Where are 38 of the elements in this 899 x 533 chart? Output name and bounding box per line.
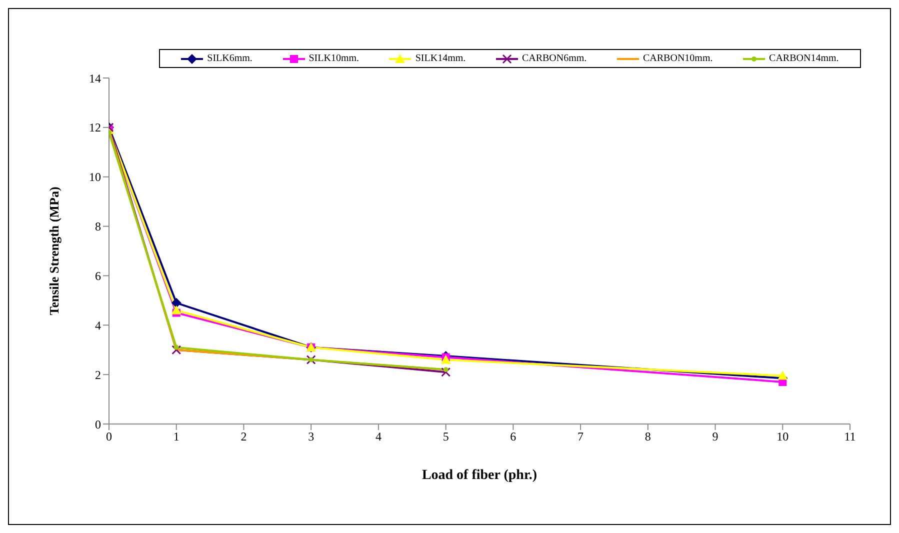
- point: [172, 345, 182, 355]
- y-tick-label: 14: [89, 71, 101, 86]
- legend-label: CARBON6mm.: [520, 53, 587, 64]
- y-tick-label: 10: [89, 170, 101, 184]
- legend-label: CARBON10mm.: [642, 53, 713, 64]
- x-tick-label: 4: [375, 430, 382, 444]
- x-tick-label: 10: [776, 430, 789, 444]
- x-tick-label: 5: [442, 430, 449, 444]
- point: [440, 354, 451, 364]
- y-tick-label: 12: [89, 120, 101, 135]
- x-tick-label: 3: [308, 430, 314, 444]
- point: [174, 344, 179, 350]
- x-tick-label: 2: [240, 430, 247, 444]
- y-tick-label: 8: [95, 220, 101, 234]
- x-tick-label: 8: [644, 430, 651, 444]
- point: [171, 305, 182, 314]
- x-axis-title: Load of fiber (phr.): [422, 468, 538, 483]
- x-tick-label: 11: [844, 430, 856, 444]
- x-tick-label: 7: [578, 430, 584, 444]
- point: [306, 354, 316, 364]
- point: [171, 298, 182, 308]
- point: [441, 367, 451, 377]
- point: [443, 367, 448, 372]
- legend-label: SILK10mm.: [308, 53, 360, 64]
- x-tick-label: 0: [106, 430, 112, 444]
- y-tick-label: 6: [95, 268, 101, 283]
- legend-label: CARBON14mm.: [768, 53, 839, 64]
- y-tick-label: 0: [95, 417, 101, 432]
- legend-label: SILK6mm.: [206, 53, 252, 64]
- x-tick-label: 9: [712, 430, 718, 444]
- point: [778, 370, 788, 380]
- legend-label: SILK14mm.: [414, 53, 466, 64]
- y-tick-label: 2: [95, 368, 101, 382]
- x-tick-label: 1: [173, 430, 180, 444]
- point: [308, 357, 314, 362]
- y-axis-title: Tensile Strength (MPa): [46, 186, 62, 316]
- y-tick-label: 4: [95, 318, 101, 332]
- x-tick-label: 6: [510, 430, 516, 444]
